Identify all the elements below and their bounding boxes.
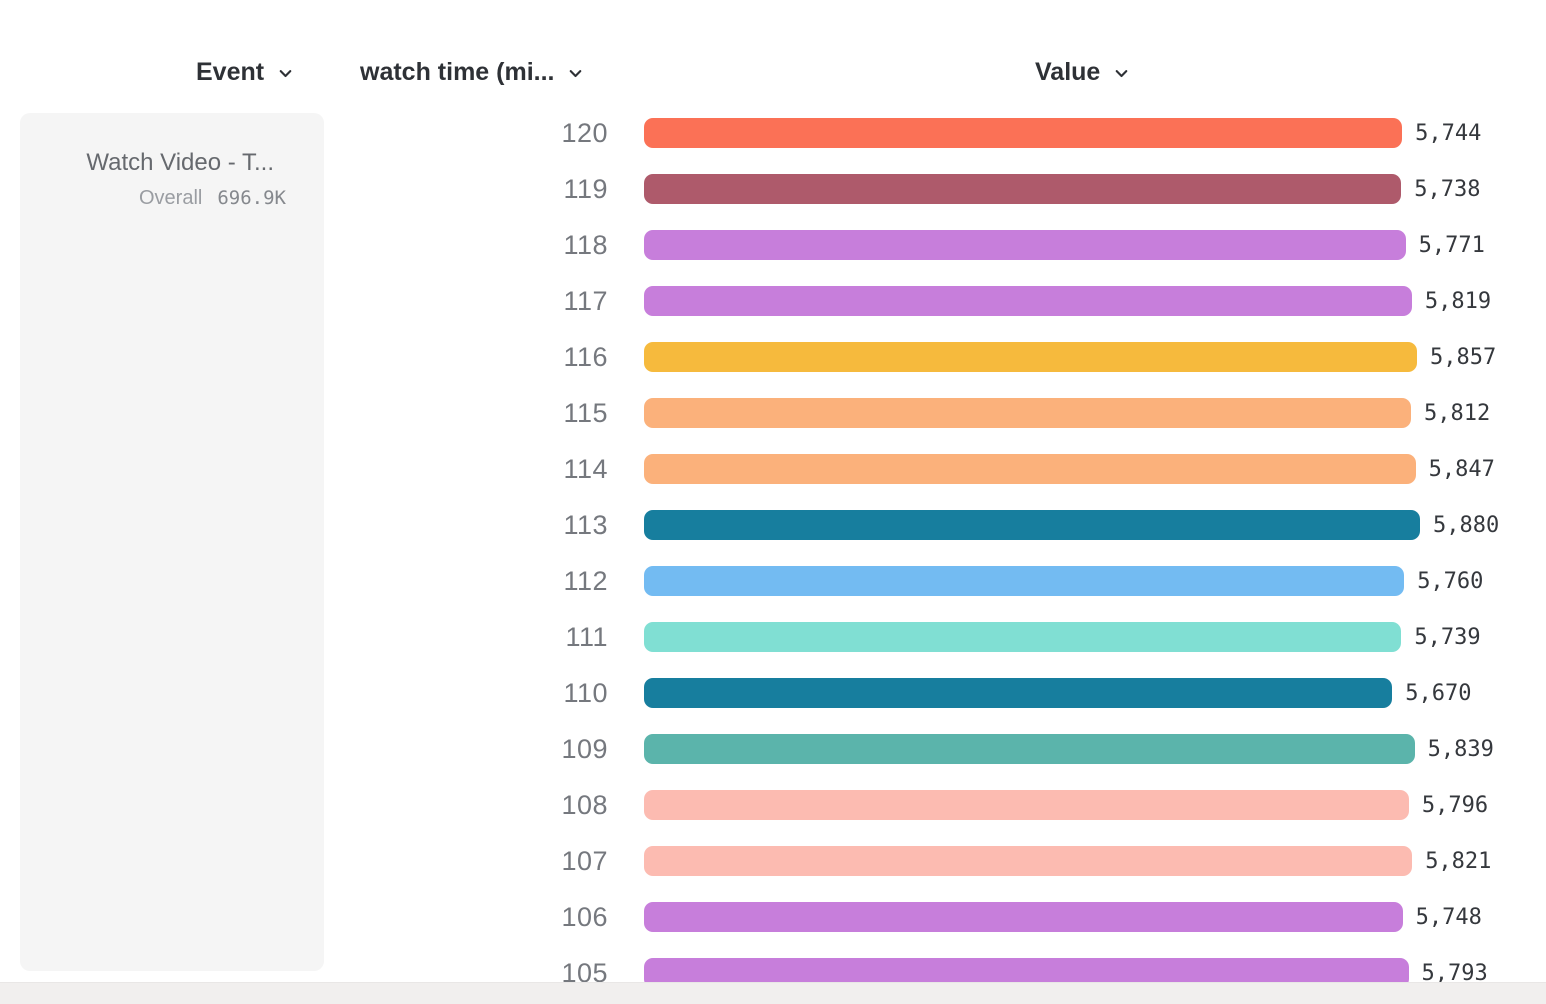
category-label: 118 [563, 229, 608, 260]
category-label: 119 [563, 173, 608, 204]
chart-row: 113 5,880 [0, 497, 1546, 553]
value-bar[interactable] [644, 510, 1420, 540]
value-label: 5,670 [1405, 680, 1472, 706]
category-label: 110 [563, 677, 608, 708]
chart-row: 115 5,812 [0, 385, 1546, 441]
chart-row: 119 5,738 [0, 161, 1546, 217]
value-column-header[interactable]: Value [1035, 56, 1130, 88]
bar-rows: 120 5,744 119 5,738 118 5,771 117 5,819 116 5,857… [0, 105, 1546, 1001]
event-title: Watch Video - T... [86, 149, 274, 176]
category-label: 114 [563, 453, 608, 484]
chart-row: 110 5,670 [0, 665, 1546, 721]
category-label: 120 [561, 117, 608, 148]
watch-time-column-label: watch time (mi... [360, 58, 555, 86]
chart-row: 117 5,819 [0, 273, 1546, 329]
chevron-down-icon [1113, 65, 1130, 82]
value-bar[interactable] [644, 454, 1416, 484]
watch-time-column-header[interactable]: watch time (mi... [360, 56, 584, 88]
chart-row: 114 5,847 [0, 441, 1546, 497]
chart-row: 118 5,771 [0, 217, 1546, 273]
category-label: 115 [563, 397, 608, 428]
overall-label: Overall [139, 187, 203, 209]
value-label: 5,796 [1421, 792, 1489, 818]
category-label: 108 [561, 789, 608, 820]
value-bar[interactable] [644, 790, 1409, 820]
value-label: 5,744 [1415, 120, 1482, 146]
category-label: 106 [561, 901, 608, 932]
value-label: 5,771 [1418, 232, 1485, 258]
event-column-header[interactable]: Event [196, 56, 294, 88]
event-overall-row: Overall 696.9K [20, 187, 324, 210]
value-bar[interactable] [644, 174, 1402, 204]
value-bar[interactable] [644, 342, 1417, 372]
value-label: 5,738 [1414, 176, 1481, 202]
category-label: 116 [563, 341, 608, 372]
value-bar[interactable] [644, 734, 1415, 764]
chart-row: 112 5,760 [0, 553, 1546, 609]
event-column-label: Event [196, 58, 265, 86]
category-label: 113 [563, 509, 608, 540]
value-bar[interactable] [644, 118, 1403, 148]
value-label: 5,739 [1414, 624, 1481, 650]
event-card[interactable]: Watch Video - T... Overall 696.9K [20, 113, 324, 971]
value-bar[interactable] [644, 622, 1402, 652]
value-label: 5,821 [1425, 848, 1492, 874]
overall-value: 696.9K [217, 187, 286, 209]
value-label: 5,819 [1424, 288, 1492, 314]
category-label: 107 [561, 845, 608, 876]
value-bar[interactable] [644, 846, 1413, 876]
chart-row: 111 5,739 [0, 609, 1546, 665]
chart-row: 108 5,796 [0, 777, 1546, 833]
category-label: 111 [565, 621, 608, 652]
value-bar[interactable] [644, 902, 1403, 932]
value-label: 5,812 [1424, 400, 1491, 426]
value-bar[interactable] [644, 286, 1412, 316]
value-label: 5,793 [1421, 960, 1488, 986]
value-label: 5,880 [1433, 512, 1500, 538]
chevron-down-icon [277, 65, 294, 82]
chart-row: 106 5,748 [0, 889, 1546, 945]
bottom-scroll-band [0, 982, 1546, 1004]
chart-row: 107 5,821 [0, 833, 1546, 889]
chart-row: 109 5,839 [0, 721, 1546, 777]
value-bar[interactable] [644, 678, 1393, 708]
value-label: 5,857 [1430, 344, 1497, 370]
category-label: 117 [563, 285, 608, 316]
chart-row: 116 5,857 [0, 329, 1546, 385]
chart-row: 120 5,744 [0, 105, 1546, 161]
category-label: 109 [561, 733, 608, 764]
value-label: 5,748 [1415, 904, 1482, 930]
value-label: 5,839 [1427, 736, 1494, 762]
value-bar[interactable] [644, 398, 1411, 428]
value-label: 5,847 [1428, 456, 1495, 482]
value-bar[interactable] [644, 566, 1405, 596]
chevron-down-icon [567, 65, 584, 82]
category-label: 112 [563, 565, 608, 596]
value-label: 5,760 [1417, 568, 1484, 594]
value-bar[interactable] [644, 230, 1406, 260]
value-column-label: Value [1035, 58, 1101, 86]
